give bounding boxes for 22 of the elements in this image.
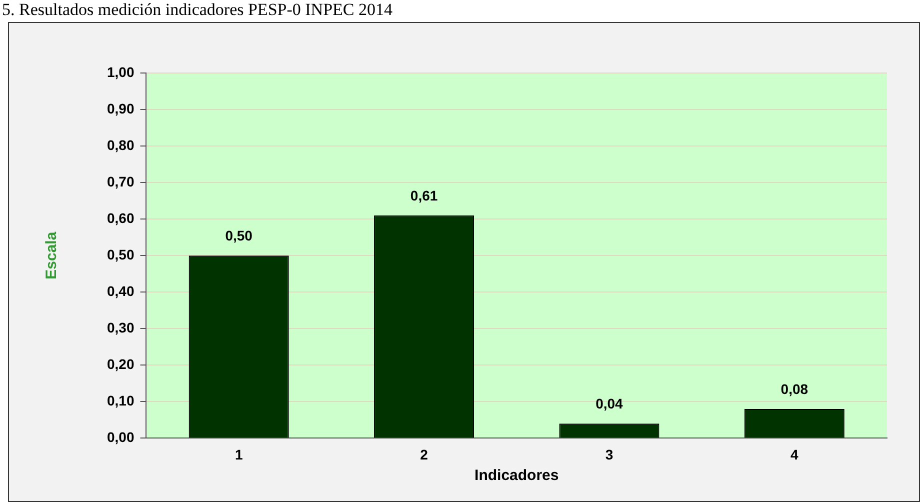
y-tick-label: 0,30 [107, 320, 134, 336]
y-tick-label: 0,20 [107, 356, 134, 372]
x-tick-label: 3 [605, 446, 614, 462]
y-tick-label: 0,80 [107, 136, 134, 153]
x-tick-label: 2 [420, 446, 428, 462]
data-label: 0,08 [780, 380, 808, 397]
x-axis-title: Indicadores [474, 467, 559, 484]
y-tick-label: 0,00 [107, 429, 134, 446]
x-tick-label: 4 [790, 446, 799, 462]
y-tick-label: 0,90 [107, 100, 134, 116]
x-tick-label: 1 [234, 446, 243, 462]
y-tick-label: 0,60 [107, 210, 134, 226]
y-tick-label: 1,00 [107, 64, 134, 80]
data-label: 0,50 [225, 227, 253, 244]
data-label: 0,61 [410, 187, 438, 204]
chart-title: 5. Resultados medición indicadores PESP-0 INPEC 2014 [2, 0, 393, 20]
y-tick-label: 0,10 [107, 392, 134, 409]
y-tick-label: 0,40 [107, 282, 134, 299]
y-axis-title: Escala [43, 231, 60, 280]
y-tick-label: 0,70 [107, 173, 134, 190]
y-tick-label: 0,50 [107, 246, 134, 262]
data-label: 0,04 [596, 395, 624, 412]
